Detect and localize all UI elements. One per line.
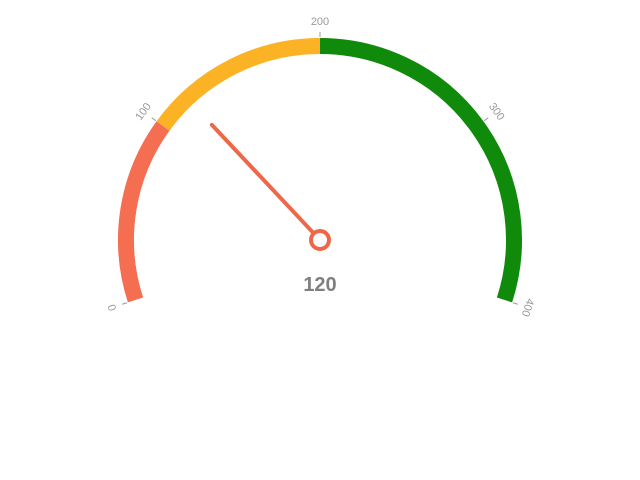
gauge-needle-hub [309, 229, 331, 251]
gauge-bands [118, 38, 522, 303]
gauge-value-label: 120 [303, 274, 336, 296]
gauge-ticks: 0 100 200 300 400 [106, 16, 536, 318]
gauge-tick-4 [512, 302, 518, 305]
gauge-tick-label-4: 400 [519, 297, 536, 318]
gauge-band-1 [156, 38, 321, 131]
gauge-tick-0 [122, 302, 128, 305]
gauge-needle-group [209, 122, 331, 251]
gauge-tick-label-3: 300 [486, 101, 506, 123]
gauge-band-0 [118, 121, 170, 303]
gauge-tick-1 [151, 117, 157, 122]
gauge-tick-3 [483, 117, 489, 122]
gauge-band-2 [319, 38, 522, 303]
gauge-tick-label-0: 0 [106, 303, 119, 313]
gauge-needle [209, 122, 316, 236]
gauge-tick-label-1: 100 [133, 101, 153, 123]
gauge-tick-label-2: 200 [311, 16, 329, 28]
